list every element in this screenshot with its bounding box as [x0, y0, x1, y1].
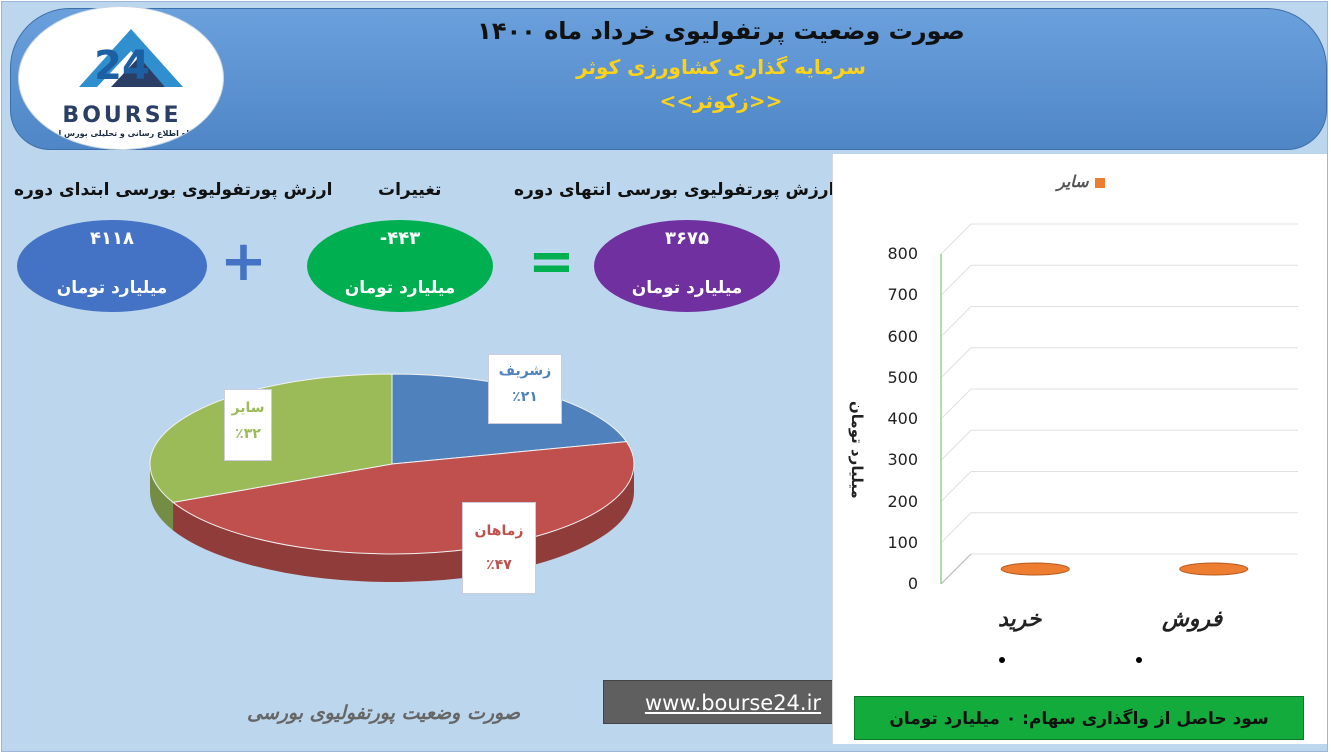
grid-diag-4	[940, 388, 972, 420]
end-unit: میلیارد تومان	[631, 278, 743, 298]
bourse24-logo: 24 BOURSE پایگاه اطلاع رسانی و تحلیلی بو…	[18, 6, 224, 150]
grid-diag-2	[940, 471, 972, 502]
header-banner: صورت وضعیت پرتفولیوی خرداد ماه ۱۴۰۰ سرما…	[10, 8, 1327, 150]
trade-chart-panel	[832, 154, 1327, 744]
website-url[interactable]: www.bourse24.ir	[644, 691, 822, 715]
grid-diag-1	[940, 512, 972, 544]
floor-edge	[940, 553, 972, 585]
pie-side-2	[150, 464, 174, 531]
category-buy-marker	[999, 657, 1005, 663]
y-tick-300: 300	[887, 450, 918, 470]
start-value-label: ارزش پورتفولیوی بورسی ابتدای دوره	[14, 180, 333, 200]
pie-label-zmahan-name: زماهان	[474, 523, 524, 539]
start-value: ۴۱۱۸	[90, 228, 134, 249]
equals-icon: =	[528, 229, 575, 294]
pie-label-zsharif: زشریف ٪۲۱	[488, 354, 562, 424]
page-title: صورت وضعیت پرتفولیوی خرداد ماه ۱۴۰۰	[477, 17, 965, 45]
company-name: سرمایه گذاری کشاورزی کوثر	[576, 55, 866, 79]
end-value-label: ارزش پورتفولیوی بورسی انتهای دوره	[514, 180, 835, 200]
legend-series-name: سایر	[1057, 172, 1089, 191]
category-sell: فروش	[1162, 607, 1223, 632]
change-value-bubble: -۴۴۳ میلیارد تومان	[307, 220, 493, 312]
pie-label-other: سایر ٪۳۲	[224, 389, 272, 461]
pie-label-zmahan-percent: ٪۴۷	[486, 557, 512, 573]
trade-chart-svg	[940, 223, 1298, 585]
grid-diag-5	[940, 347, 972, 379]
grid-diag-3	[940, 429, 972, 461]
grid-diag-8	[940, 223, 972, 255]
logo-subtitle: پایگاه اطلاع رسانی و تحلیلی بورس ایران	[40, 129, 204, 138]
y-tick-200: 200	[887, 491, 918, 511]
pie-label-zsharif-name: زشریف	[498, 363, 552, 379]
logo-text: BOURSE	[62, 103, 182, 128]
pie-label-zsharif-percent: ٪۲۱	[512, 389, 538, 405]
y-tick-600: 600	[887, 326, 918, 346]
pie-svg	[149, 373, 635, 582]
portfolio-pie-chart	[142, 342, 662, 642]
logo-number: 24	[94, 43, 150, 89]
logo-mark-icon: 24	[79, 29, 183, 89]
start-value-bubble: ۴۱۱۸ میلیارد تومان	[17, 220, 207, 312]
change-unit: میلیارد تومان	[344, 278, 456, 298]
category-sell-marker	[1136, 657, 1142, 663]
end-value: ۳۶۷۵	[665, 228, 709, 249]
website-link[interactable]: www.bourse24.ir	[603, 680, 863, 724]
start-unit: میلیارد تومان	[56, 278, 168, 298]
y-tick-500: 500	[887, 367, 918, 387]
pie-label-other-name: سایر	[231, 400, 265, 416]
plus-icon: +	[220, 229, 267, 294]
grid-diag-7	[940, 264, 972, 296]
bar-0	[1000, 562, 1070, 576]
change-value: -۴۴۳	[379, 228, 421, 249]
pie-label-zmahan: زماهان ٪۴۷	[462, 502, 536, 594]
change-label: تغییرات	[378, 180, 442, 200]
end-value-bubble: ۳۶۷۵ میلیارد تومان	[594, 220, 780, 312]
trade-chart-legend: سایر	[1057, 172, 1105, 191]
company-symbol: <<زکوثر>>	[659, 89, 783, 113]
y-axis-label: میلیارد تومان	[848, 401, 866, 499]
y-tick-0: 0	[907, 574, 918, 593]
pie-label-other-percent: ٪۳۲	[235, 426, 261, 442]
y-tick-400: 400	[887, 409, 918, 428]
y-tick-100: 100	[887, 532, 918, 552]
sale-profit-box: سود حاصل از واگذاری سهام: ۰ میلیارد توما…	[854, 696, 1304, 740]
footer-note: صورت وضعیت پورتفولیوی بورسی	[247, 702, 520, 724]
legend-swatch	[1094, 177, 1105, 188]
bar-1	[1179, 562, 1249, 576]
y-tick-800: 800	[887, 244, 918, 263]
grid-diag-6	[940, 306, 972, 337]
category-buy: خرید	[998, 607, 1042, 632]
y-tick-700: 700	[887, 285, 918, 305]
